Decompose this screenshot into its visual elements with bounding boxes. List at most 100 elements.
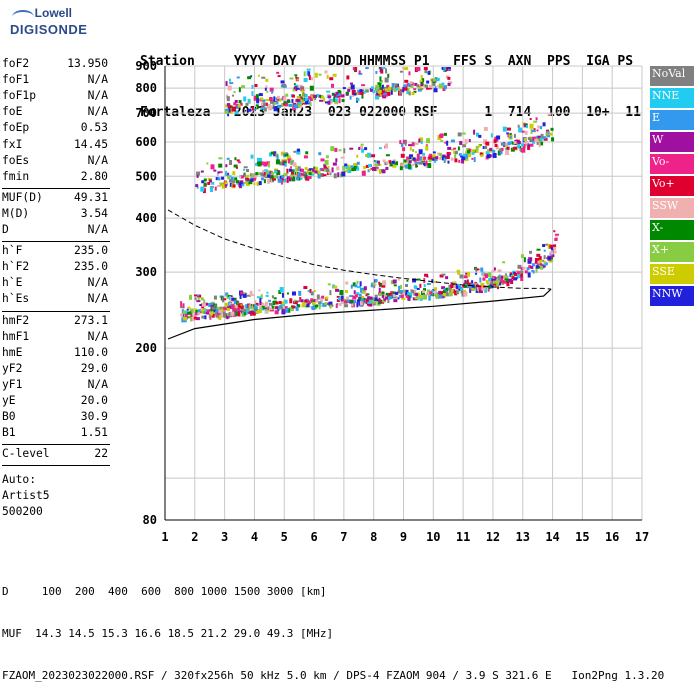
echo-point <box>398 294 402 298</box>
echo-point <box>351 89 356 95</box>
echo-point <box>206 311 210 315</box>
echo-point <box>234 157 237 161</box>
echo-point <box>399 290 403 294</box>
param-row-yf1: yF1 N/A <box>2 378 108 392</box>
echo-point <box>480 267 484 272</box>
echo-point <box>251 311 256 316</box>
echo-point <box>223 307 227 311</box>
echo-point <box>291 98 294 103</box>
echo-point <box>337 172 340 178</box>
echo-point <box>297 166 301 170</box>
echo-point <box>516 271 520 275</box>
echo-point <box>265 78 269 82</box>
echo-point <box>426 289 430 293</box>
echo-point <box>542 265 546 268</box>
echo-point <box>523 137 527 141</box>
echo-point <box>264 310 269 314</box>
x-tick-label: 13 <box>516 530 530 544</box>
echo-point <box>332 73 337 77</box>
echo-point <box>276 105 281 109</box>
echo-point <box>473 129 476 135</box>
echo-point <box>201 302 206 307</box>
echo-point <box>338 149 342 152</box>
echo-point <box>214 304 218 307</box>
echo-point <box>406 88 410 92</box>
echo-point <box>255 310 260 314</box>
echo-point <box>280 179 283 185</box>
echo-point <box>522 143 526 149</box>
echo-point <box>460 287 464 291</box>
echo-point <box>300 172 304 176</box>
echo-point <box>520 143 524 147</box>
echo-point <box>375 90 378 95</box>
echo-point <box>333 96 336 102</box>
echo-point <box>225 164 228 168</box>
echo-point <box>236 105 240 109</box>
echo-point <box>234 99 238 103</box>
param-name: h`E <box>2 276 23 290</box>
param-value: 3.54 <box>80 206 108 220</box>
echo-point <box>403 289 407 293</box>
echo-point <box>226 157 230 160</box>
echo-point <box>465 272 469 275</box>
echo-point <box>339 173 343 178</box>
param-value: 235.0 <box>73 244 108 258</box>
echo-point <box>312 301 316 305</box>
echo-point <box>228 78 231 82</box>
echo-point <box>418 149 423 155</box>
param-name: MUF(D) <box>2 190 43 204</box>
echo-point <box>511 276 515 280</box>
echo-point <box>383 67 386 70</box>
echo-point <box>477 288 480 292</box>
echo-point <box>453 151 457 155</box>
echo-point <box>241 175 245 179</box>
echo-point <box>447 76 451 80</box>
echo-point <box>446 67 451 70</box>
echo-point <box>264 304 268 308</box>
param-name: h`F2 <box>2 260 30 274</box>
echo-point <box>522 266 526 270</box>
echo-point <box>404 67 409 71</box>
y-tick-labels: 80 200 300 400 500 600 700 800 900 <box>135 59 157 527</box>
echo-point <box>407 295 411 301</box>
echo-point <box>229 108 233 114</box>
echo-point <box>365 293 368 297</box>
echo-point <box>475 149 479 153</box>
echo-point <box>352 282 356 287</box>
echo-point <box>266 307 270 311</box>
echo-point <box>365 67 369 70</box>
param-name: foEp <box>2 121 30 135</box>
echo-point <box>353 163 357 167</box>
echo-point <box>502 126 507 132</box>
echo-point <box>227 108 231 113</box>
param-row-fof1p: foF1p N/A <box>2 89 108 103</box>
x-tick-label: 1 <box>161 530 168 544</box>
echo-point <box>268 171 271 175</box>
echo-point <box>254 306 258 310</box>
echo-point <box>247 98 251 102</box>
param-separator <box>2 465 110 467</box>
echo-point <box>389 162 393 166</box>
echo-point <box>200 297 204 301</box>
param-value: 1.51 <box>80 426 108 440</box>
echo-point <box>217 177 221 181</box>
echo-point <box>300 168 304 172</box>
param-value: 49.31 <box>73 190 108 204</box>
echo-point <box>514 272 518 276</box>
echo-point <box>262 306 266 310</box>
echo-point <box>517 124 520 128</box>
y-tick-label: 500 <box>135 169 157 183</box>
echo-point <box>405 294 409 298</box>
echo-point <box>379 80 383 84</box>
param-value: N/A <box>87 276 108 290</box>
param-name: fxI <box>2 137 23 151</box>
echo-point <box>394 161 399 166</box>
echo-point <box>361 170 366 176</box>
echo-point <box>400 295 404 299</box>
echo-point <box>368 168 371 171</box>
echo-point <box>326 169 330 173</box>
echo-point <box>239 102 243 106</box>
echo-point <box>352 302 355 307</box>
echo-point <box>283 161 287 164</box>
echo-point <box>263 169 268 172</box>
